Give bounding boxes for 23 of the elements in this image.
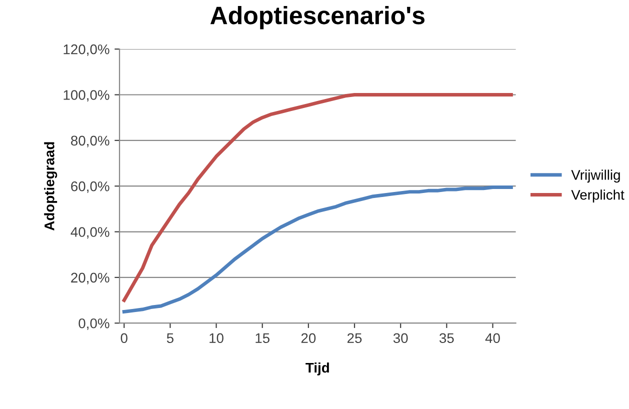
x-tick-label: 40 — [485, 333, 500, 344]
y-tick-label: 60,0% — [71, 181, 110, 193]
legend-label: Vrijwillig — [571, 170, 620, 183]
y-tick-label: 120,0% — [64, 44, 110, 56]
x-tick-label: 15 — [256, 333, 270, 344]
x-tick-label: 25 — [347, 333, 362, 344]
x-tick-label: 10 — [210, 333, 224, 344]
x-tick-label: 5 — [166, 333, 174, 344]
x-tick-label: 30 — [393, 333, 408, 344]
x-tick-label: 0 — [120, 333, 128, 344]
legend-label: Verplicht — [571, 190, 624, 203]
x-tick-label: 20 — [301, 333, 316, 344]
y-tick-label: 40,0% — [70, 227, 110, 239]
y-tick-label: 100,0% — [64, 90, 110, 102]
line-series — [122, 93, 513, 302]
chart-title: Adoptiescenario's — [210, 6, 424, 30]
y-tick-label: 80,0% — [71, 136, 110, 148]
y-tick-label: 20,0% — [71, 272, 110, 284]
x-tick-label: 35 — [439, 333, 454, 344]
line-series — [122, 186, 513, 314]
x-axis-title: Tijd — [306, 362, 329, 376]
y-tick-label: 0,0% — [78, 318, 110, 330]
y-axis-title: Adoptiegraad — [44, 142, 58, 231]
